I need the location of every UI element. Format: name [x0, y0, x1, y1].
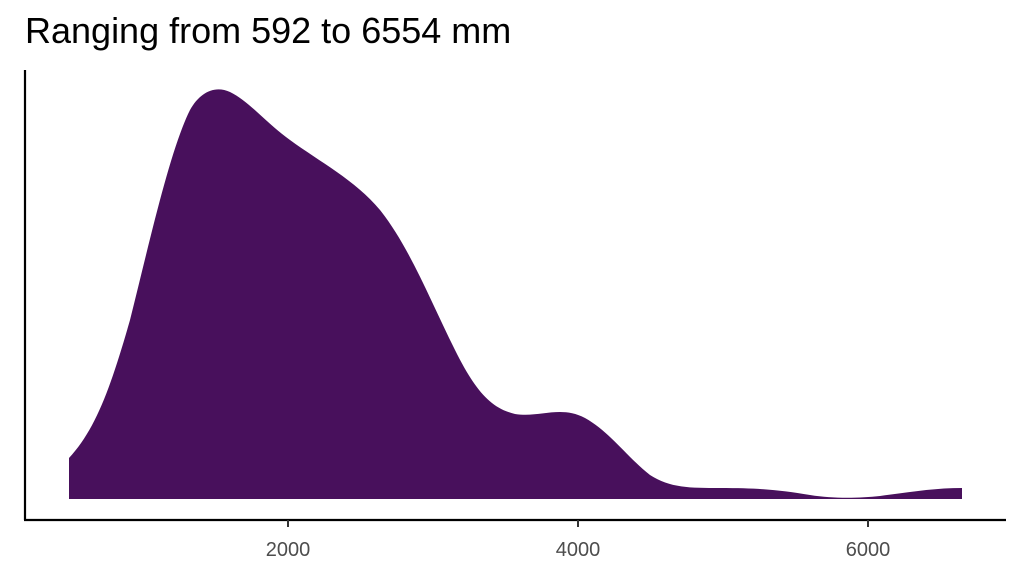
x-tick-label-4000: 4000	[556, 539, 601, 561]
x-tick-label-2000: 2000	[266, 539, 311, 561]
x-tick-label-6000: 6000	[846, 539, 891, 561]
density-area	[69, 89, 962, 499]
chart-title: Ranging from 592 to 6554 mm	[25, 10, 512, 51]
